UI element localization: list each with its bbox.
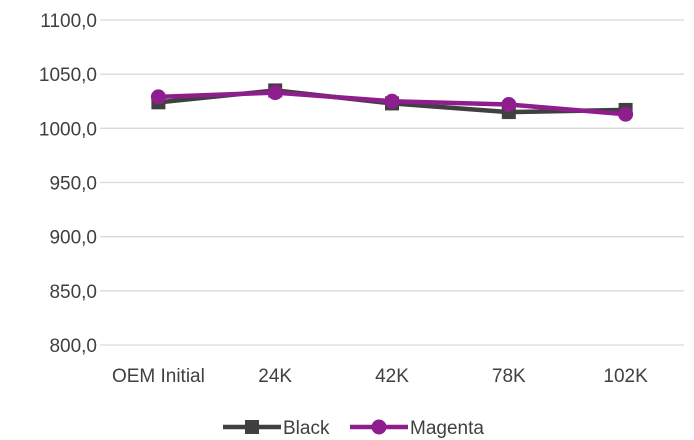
legend: Black Magenta bbox=[223, 418, 484, 439]
series-lines bbox=[150, 83, 634, 122]
y-tick-label: 900,0 bbox=[49, 228, 97, 249]
data-point-magenta bbox=[384, 93, 400, 109]
x-tick-label: 102K bbox=[603, 366, 648, 387]
legend-marker-black bbox=[245, 420, 259, 434]
y-tick-label: 1100,0 bbox=[40, 11, 97, 32]
legend-marker-magenta bbox=[371, 419, 387, 435]
y-tick-label: 800,0 bbox=[49, 336, 97, 357]
y-axis-tick-labels: 800,0 850,0 900,0 950,0 1000,0 1050,0 1100,0 bbox=[39, 11, 97, 357]
x-tick-label: 42K bbox=[375, 366, 409, 387]
data-point-magenta bbox=[267, 85, 283, 101]
y-tick-label: 850,0 bbox=[49, 282, 97, 303]
x-tick-label: 78K bbox=[492, 366, 526, 387]
x-tick-label: 24K bbox=[258, 366, 292, 387]
y-tick-label: 1000,0 bbox=[39, 119, 97, 140]
y-tick-label: 1050,0 bbox=[39, 65, 97, 86]
x-axis-tick-labels: OEM Initial 24K 42K 78K 102K bbox=[112, 366, 648, 387]
data-point-magenta bbox=[618, 106, 634, 122]
legend-label-black: Black bbox=[283, 418, 330, 439]
data-point-magenta bbox=[150, 89, 166, 105]
data-point-magenta bbox=[501, 97, 517, 112]
y-tick-label: 950,0 bbox=[49, 174, 97, 195]
x-tick-label: OEM Initial bbox=[112, 366, 205, 387]
legend-label-magenta: Magenta bbox=[410, 418, 484, 439]
gridlines bbox=[100, 19, 684, 346]
